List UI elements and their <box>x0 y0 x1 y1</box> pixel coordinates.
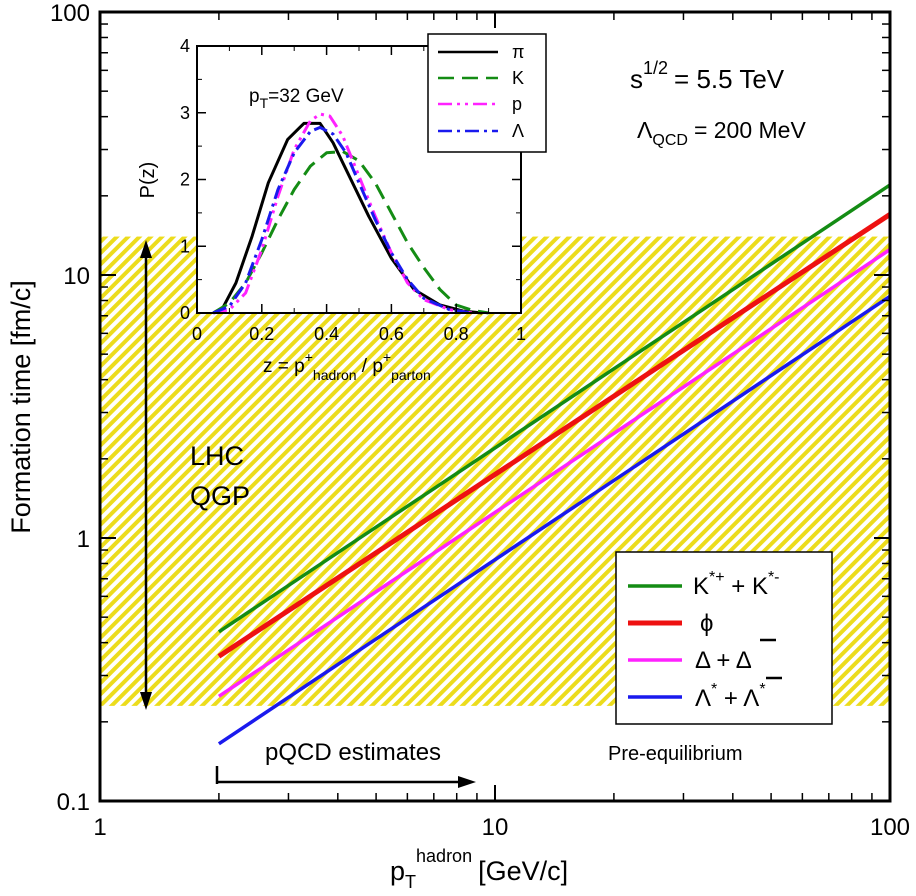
inset-legend-label-pi: π <box>512 42 524 62</box>
inset-series-line-2 <box>212 112 473 315</box>
inset-legend-entry-p: p <box>438 94 522 114</box>
lambda-value: = 200 MeV <box>694 117 807 143</box>
inset-series-line-3 <box>212 125 473 315</box>
inset-x-label-sub1: hadron <box>313 367 357 383</box>
inset-y-label: P(z) <box>137 162 159 199</box>
series-line-phi <box>217 212 892 659</box>
legend-label-delta: Δ + Δ <box>695 647 752 674</box>
y-tick-label: 1 <box>77 526 90 553</box>
legend-entry-kstar: K*+ + K*- <box>628 569 780 600</box>
inset-y-tick-label: 3 <box>180 103 190 123</box>
y-axis-label: Formation time [fm/c] <box>6 280 36 534</box>
inset-x-label-sub2: parton <box>391 367 431 383</box>
x-axis-label-sub: T <box>405 872 416 892</box>
legend-entry-phi: ϕ <box>628 610 713 637</box>
x-axis-label-unit: [GeV/c] <box>478 856 568 886</box>
inset-legend-entry-pi: π <box>438 42 524 62</box>
series-line-k-k <box>217 183 891 634</box>
energy-exp: 1/2 <box>643 58 668 78</box>
inset-legend: π K p Λ <box>427 33 547 153</box>
inset-y-tick-label: 2 <box>180 170 190 190</box>
y-tick-label: 10 <box>63 263 90 290</box>
inset-pt-base: p <box>249 86 260 107</box>
series-line-delta-anti-delta <box>217 248 891 698</box>
lambda-sub: QCD <box>652 132 688 149</box>
lhc-label: LHC <box>190 441 244 471</box>
inset-legend-entry-k: K <box>438 68 524 88</box>
x-tick-label: 100 <box>870 814 910 841</box>
main-series-group <box>217 183 892 746</box>
lambda-symbol: Λ <box>637 117 653 143</box>
inset-series-group <box>212 112 489 315</box>
x-axis-label-sup: hadron <box>416 846 472 866</box>
inset-pt-rest: =32 GeV <box>268 86 344 107</box>
y-tick-label: 0.1 <box>57 789 90 816</box>
pqcd-label: pQCD estimates <box>265 739 441 766</box>
lhc-qgp-arrow <box>140 240 152 710</box>
inset-x-label: z = p+hadron / p+parton <box>263 349 431 383</box>
inset-x-tick-label: 0.2 <box>249 324 274 344</box>
pqcd-arrow <box>215 766 476 788</box>
main-legend: K*+ + K*- ϕ Δ + Δ Λ* + Λ* <box>615 551 833 725</box>
inset-tick-group: 0 0.2 0.4 0.6 0.8 1 0 1 2 3 4 <box>180 36 526 344</box>
inset-legend-box <box>427 33 547 153</box>
inset-legend-entry-lambda: Λ <box>438 121 524 141</box>
x-axis-label-base: p <box>390 856 405 886</box>
energy-annotation: s1/2 = 5.5 TeV <box>630 58 785 94</box>
x-tick-label: 10 <box>482 814 509 841</box>
inset-series-line-0 <box>212 121 483 315</box>
qgp-label: QGP <box>190 481 250 511</box>
inset-x-tick-label: 0.4 <box>314 324 339 344</box>
inset-x-tick-label: 1 <box>516 324 526 344</box>
x-tick-label: 1 <box>93 814 106 841</box>
series-line-lambda-anti-lambda <box>217 294 891 746</box>
pre-equilibrium-label: Pre-equilibrium <box>608 743 743 765</box>
y-tick-label: 100 <box>50 0 90 27</box>
inset-x-tick-label: 0 <box>192 324 202 344</box>
energy-value: = 5.5 TeV <box>674 64 785 94</box>
legend-entry-lambda-star: Λ* + Λ* <box>628 676 782 712</box>
legend-label-kstar: K*+ + K*- <box>693 569 780 600</box>
inset-y-tick-label: 4 <box>180 36 190 56</box>
inset-pt-annotation: pT=32 GeV <box>249 86 344 111</box>
inset-x-label-sup2: + <box>383 349 391 365</box>
inset-x-tick-label: 0.6 <box>379 324 404 344</box>
inset-x-label-mid: / p <box>357 356 383 377</box>
inset-x-label-sup1: + <box>305 349 313 365</box>
inset-legend-label-p: p <box>512 94 522 114</box>
inset-legend-label-k: K <box>512 68 524 88</box>
lambda-annotation: ΛQCD = 200 MeV <box>637 117 806 149</box>
inset-x-label-lhs: z = p <box>263 356 305 377</box>
inset-y-tick-label: 0 <box>180 303 190 323</box>
legend-entry-delta: Δ + Δ <box>628 638 776 674</box>
energy-base: s <box>630 64 643 94</box>
inset-x-tick-label: 0.8 <box>444 324 469 344</box>
legend-label-phi: ϕ <box>700 610 713 637</box>
legend-label-lambda-star: Λ* + Λ* <box>695 681 766 712</box>
inset-legend-label-lambda: Λ <box>512 121 524 141</box>
inset-pt-sub: T <box>260 95 269 111</box>
inset-y-tick-label: 1 <box>180 236 190 256</box>
x-axis-label: pThadron [GeV/c] <box>390 846 568 892</box>
